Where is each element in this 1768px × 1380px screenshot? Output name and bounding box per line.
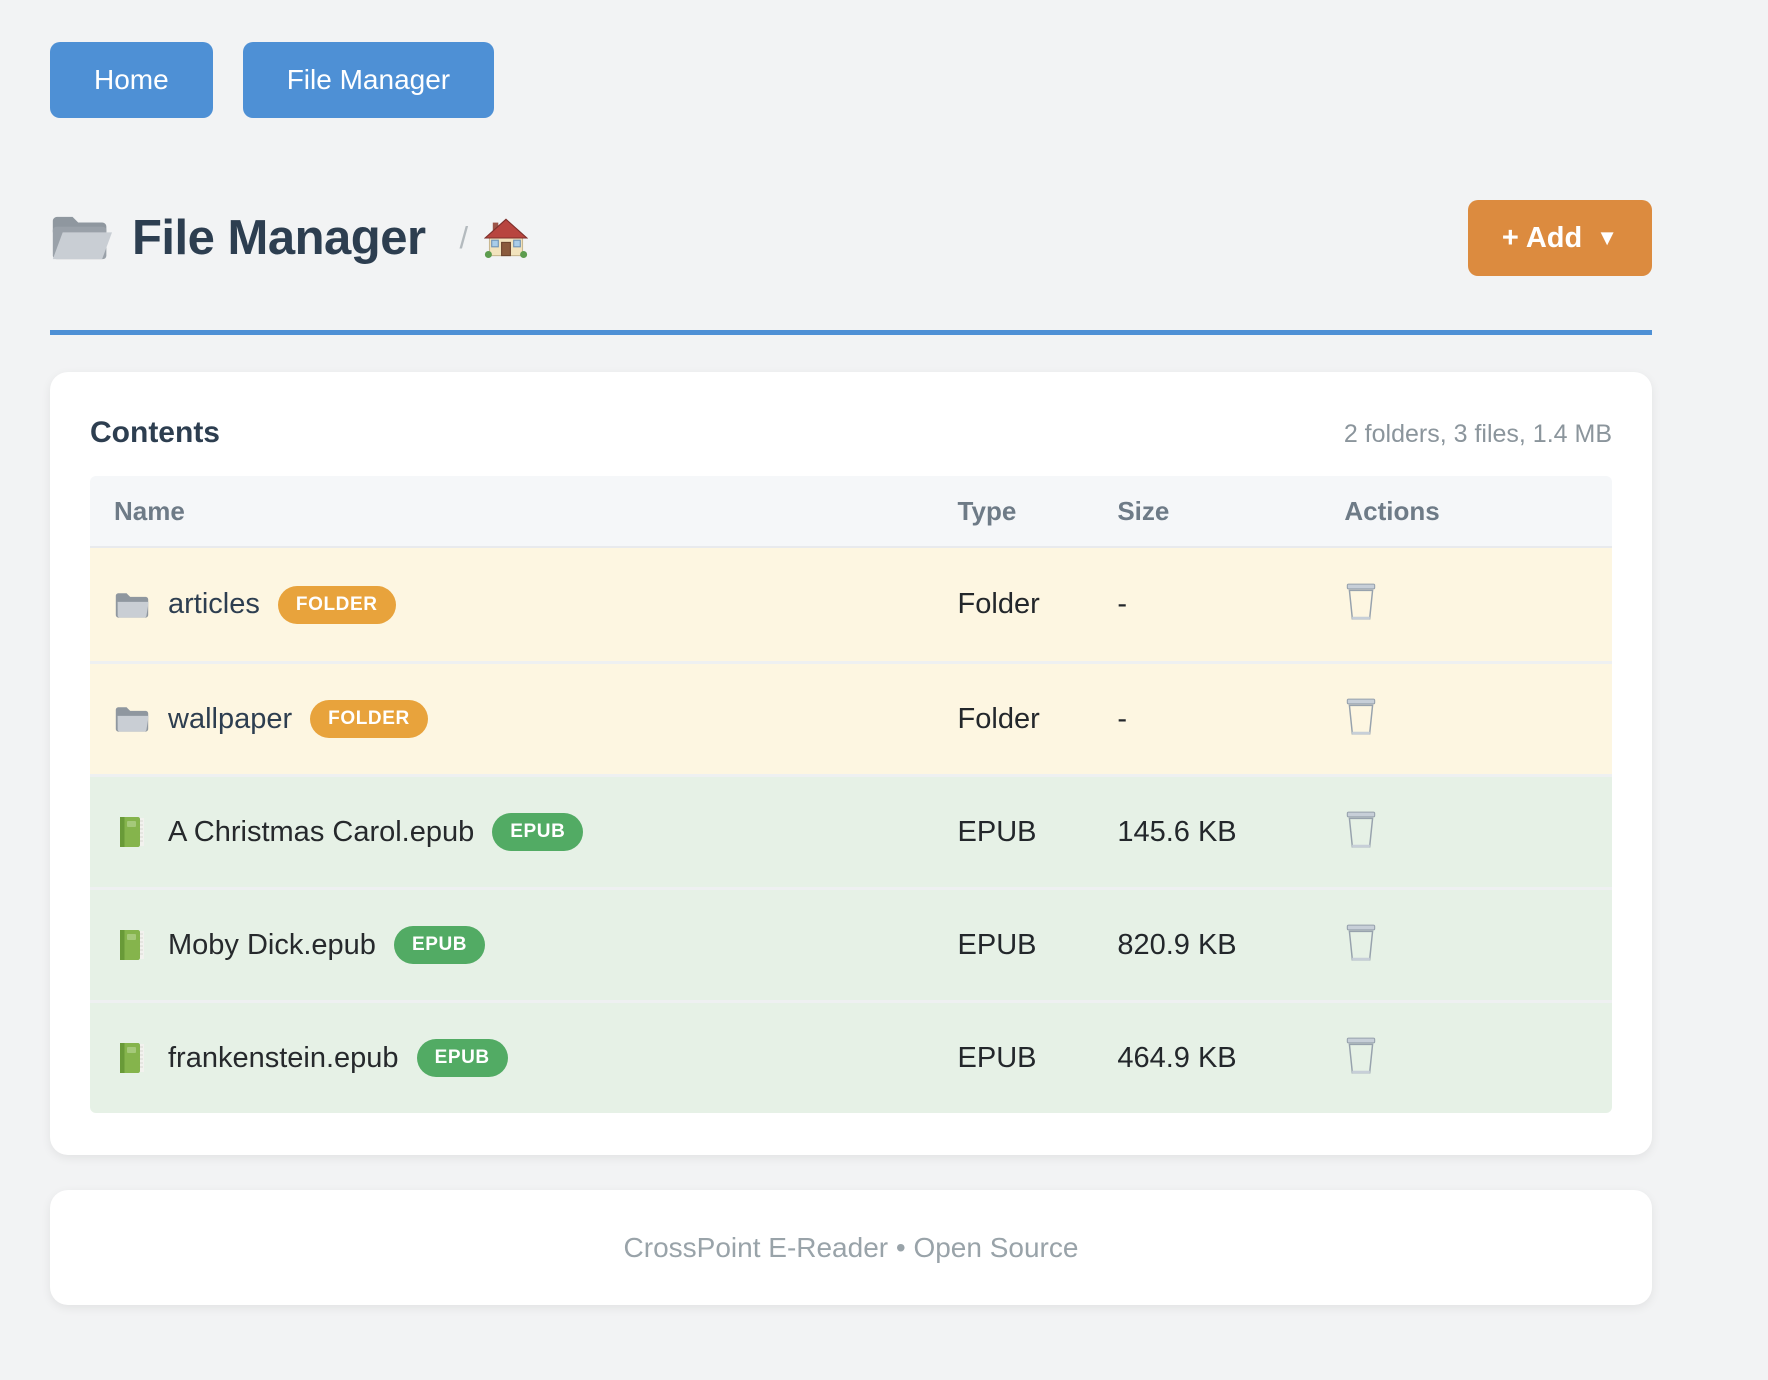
house-icon[interactable] [484,217,528,259]
type-cell: EPUB [957,928,1037,961]
column-header-actions: Actions [1344,495,1440,526]
add-button-label: + Add [1501,221,1583,254]
column-header-name: Name [114,495,185,526]
home-button[interactable]: Home [50,42,213,118]
title-wrap: File Manager / [50,210,528,266]
green-book-icon [114,928,150,962]
contents-card: Contents 2 folders, 3 files, 1.4 MB Name… [50,372,1652,1155]
trash-icon [1344,810,1378,850]
epub-badge: EPUB [492,813,584,851]
actions-cell [1330,582,1612,627]
folder-icon [114,702,150,736]
trash-icon [1344,697,1378,737]
delete-button[interactable] [1344,697,1378,737]
file-name-link[interactable]: A Christmas Carol.epub [168,815,475,848]
green-book-icon [114,815,150,849]
contents-title: Contents [90,416,220,449]
contents-summary: 2 folders, 3 files, 1.4 MB [1343,420,1612,448]
size-cell: 464.9 KB [1117,1041,1237,1074]
table-row: wallpaper FOLDER Folder - [90,661,1612,774]
page-header: File Manager / + Add ▼ [50,190,1652,286]
size-cell: 145.6 KB [1117,815,1237,848]
actions-cell [1330,1036,1612,1081]
size-cell: - [1117,588,1127,620]
epub-badge: EPUB [416,1039,508,1077]
type-cell: EPUB [957,1041,1037,1074]
column-header-size: Size [1117,495,1170,526]
file-name-link[interactable]: Moby Dick.epub [168,928,376,961]
footer-text: CrossPoint E-Reader • Open Source [623,1231,1079,1263]
actions-cell [1330,697,1612,742]
type-cell: EPUB [957,815,1037,848]
file-name-link[interactable]: frankenstein.epub [168,1041,399,1074]
folder-badge: FOLDER [277,585,396,624]
name-cell: articles FOLDER [90,585,958,624]
breadcrumb-separator: / [459,220,469,255]
table-row: Moby Dick.epub EPUB EPUB 820.9 KB [90,887,1612,1000]
table-row: frankenstein.epub EPUB EPUB 464.9 KB [90,1000,1612,1113]
epub-badge: EPUB [393,926,486,964]
name-cell: Moby Dick.epub EPUB [90,926,958,964]
contents-card-header: Contents 2 folders, 3 files, 1.4 MB [90,416,1612,450]
size-cell: - [1117,702,1127,735]
folder-icon [50,211,112,265]
trash-icon [1344,1036,1378,1076]
delete-button[interactable] [1344,1036,1378,1076]
actions-cell [1330,923,1612,968]
table-row: A Christmas Carol.epub EPUB EPUB 145.6 K… [90,774,1612,887]
column-header-type: Type [957,495,1017,526]
caret-down-icon: ▼ [1596,225,1618,250]
delete-button[interactable] [1344,810,1378,850]
page: Home File Manager File Manager / + Add ▼… [50,0,1652,1305]
size-cell: 820.9 KB [1117,928,1237,961]
trash-icon [1344,923,1378,963]
actions-cell [1330,810,1612,855]
top-nav: Home File Manager [50,42,1652,118]
table-row: articles FOLDER Folder - [90,548,1612,661]
green-book-icon [114,1041,150,1075]
footer-card: CrossPoint E-Reader • Open Source [50,1190,1652,1305]
name-cell: A Christmas Carol.epub EPUB [90,813,958,851]
name-cell: frankenstein.epub EPUB [90,1039,958,1077]
file-table: Name Type Size Actions articles FOLDER F… [90,476,1612,1113]
name-cell: wallpaper FOLDER [90,700,958,738]
add-button[interactable]: + Add ▼ [1467,200,1652,276]
folder-icon [114,588,150,622]
page-title: File Manager [132,211,426,265]
folder-badge: FOLDER [310,700,428,738]
type-cell: Folder [957,588,1040,620]
folder-name-link[interactable]: articles [168,588,260,620]
header-divider [50,330,1652,335]
breadcrumb: / [460,217,529,259]
trash-icon [1344,582,1378,622]
type-cell: Folder [957,702,1040,735]
delete-button[interactable] [1344,582,1378,622]
table-header-row: Name Type Size Actions [90,476,1612,548]
delete-button[interactable] [1344,923,1378,963]
folder-name-link[interactable]: wallpaper [168,702,293,735]
file-manager-button[interactable]: File Manager [242,42,495,118]
